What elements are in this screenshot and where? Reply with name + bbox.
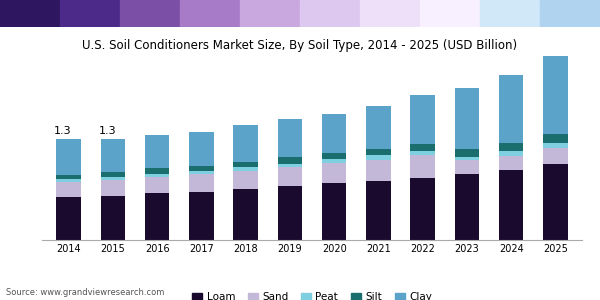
Bar: [120, 0, 180, 27]
Bar: [278, 167, 302, 186]
Bar: [189, 192, 214, 240]
Bar: [233, 162, 258, 167]
Bar: [366, 149, 391, 155]
Bar: [278, 157, 302, 164]
Bar: [543, 148, 568, 164]
Text: Source: www.grandviewresearch.com: Source: www.grandviewresearch.com: [6, 288, 164, 297]
Bar: [145, 177, 169, 193]
Bar: [189, 166, 214, 171]
Bar: [540, 0, 600, 27]
Bar: [366, 160, 391, 181]
Bar: [499, 143, 523, 151]
Bar: [410, 155, 435, 178]
Bar: [189, 132, 214, 166]
Bar: [101, 196, 125, 240]
Bar: [145, 193, 169, 240]
Bar: [499, 170, 523, 240]
Text: U.S. Soil Conditioners Market Size, By Soil Type, 2014 - 2025 (USD Billion): U.S. Soil Conditioners Market Size, By S…: [82, 39, 518, 52]
Bar: [101, 177, 125, 180]
Bar: [56, 197, 81, 240]
Bar: [189, 175, 214, 192]
Bar: [56, 182, 81, 197]
Bar: [101, 139, 125, 172]
Bar: [278, 186, 302, 240]
Bar: [543, 134, 568, 142]
Bar: [410, 95, 435, 144]
Bar: [240, 0, 300, 27]
Bar: [543, 142, 568, 148]
Bar: [0, 0, 60, 27]
Bar: [455, 174, 479, 240]
Bar: [300, 0, 360, 27]
Bar: [499, 156, 523, 170]
Bar: [233, 189, 258, 240]
Bar: [366, 181, 391, 240]
Text: 1.3: 1.3: [54, 126, 72, 136]
Bar: [543, 164, 568, 240]
Bar: [180, 0, 240, 27]
Bar: [145, 168, 169, 174]
Bar: [56, 139, 81, 175]
Bar: [410, 144, 435, 151]
Bar: [366, 106, 391, 149]
Bar: [145, 135, 169, 168]
Bar: [410, 178, 435, 240]
Bar: [101, 180, 125, 196]
Bar: [543, 56, 568, 134]
Bar: [322, 153, 346, 159]
Bar: [101, 172, 125, 177]
Bar: [455, 88, 479, 149]
Bar: [233, 125, 258, 162]
Bar: [56, 175, 81, 179]
Bar: [322, 114, 346, 153]
Bar: [420, 0, 480, 27]
Bar: [322, 159, 346, 163]
Bar: [189, 171, 214, 175]
Bar: [233, 171, 258, 189]
Bar: [410, 151, 435, 155]
Bar: [278, 164, 302, 167]
Legend: Loam, Sand, Peat, Silt, Clay: Loam, Sand, Peat, Silt, Clay: [188, 288, 436, 300]
Bar: [60, 0, 120, 27]
Bar: [360, 0, 420, 27]
Bar: [455, 149, 479, 157]
Bar: [233, 167, 258, 171]
Bar: [455, 157, 479, 160]
Bar: [499, 151, 523, 156]
Bar: [499, 75, 523, 143]
Bar: [322, 183, 346, 240]
Bar: [322, 163, 346, 183]
Bar: [145, 174, 169, 177]
Bar: [366, 155, 391, 160]
Bar: [56, 179, 81, 182]
Bar: [278, 119, 302, 157]
Text: 1.3: 1.3: [98, 126, 116, 136]
Bar: [455, 160, 479, 174]
Bar: [480, 0, 540, 27]
